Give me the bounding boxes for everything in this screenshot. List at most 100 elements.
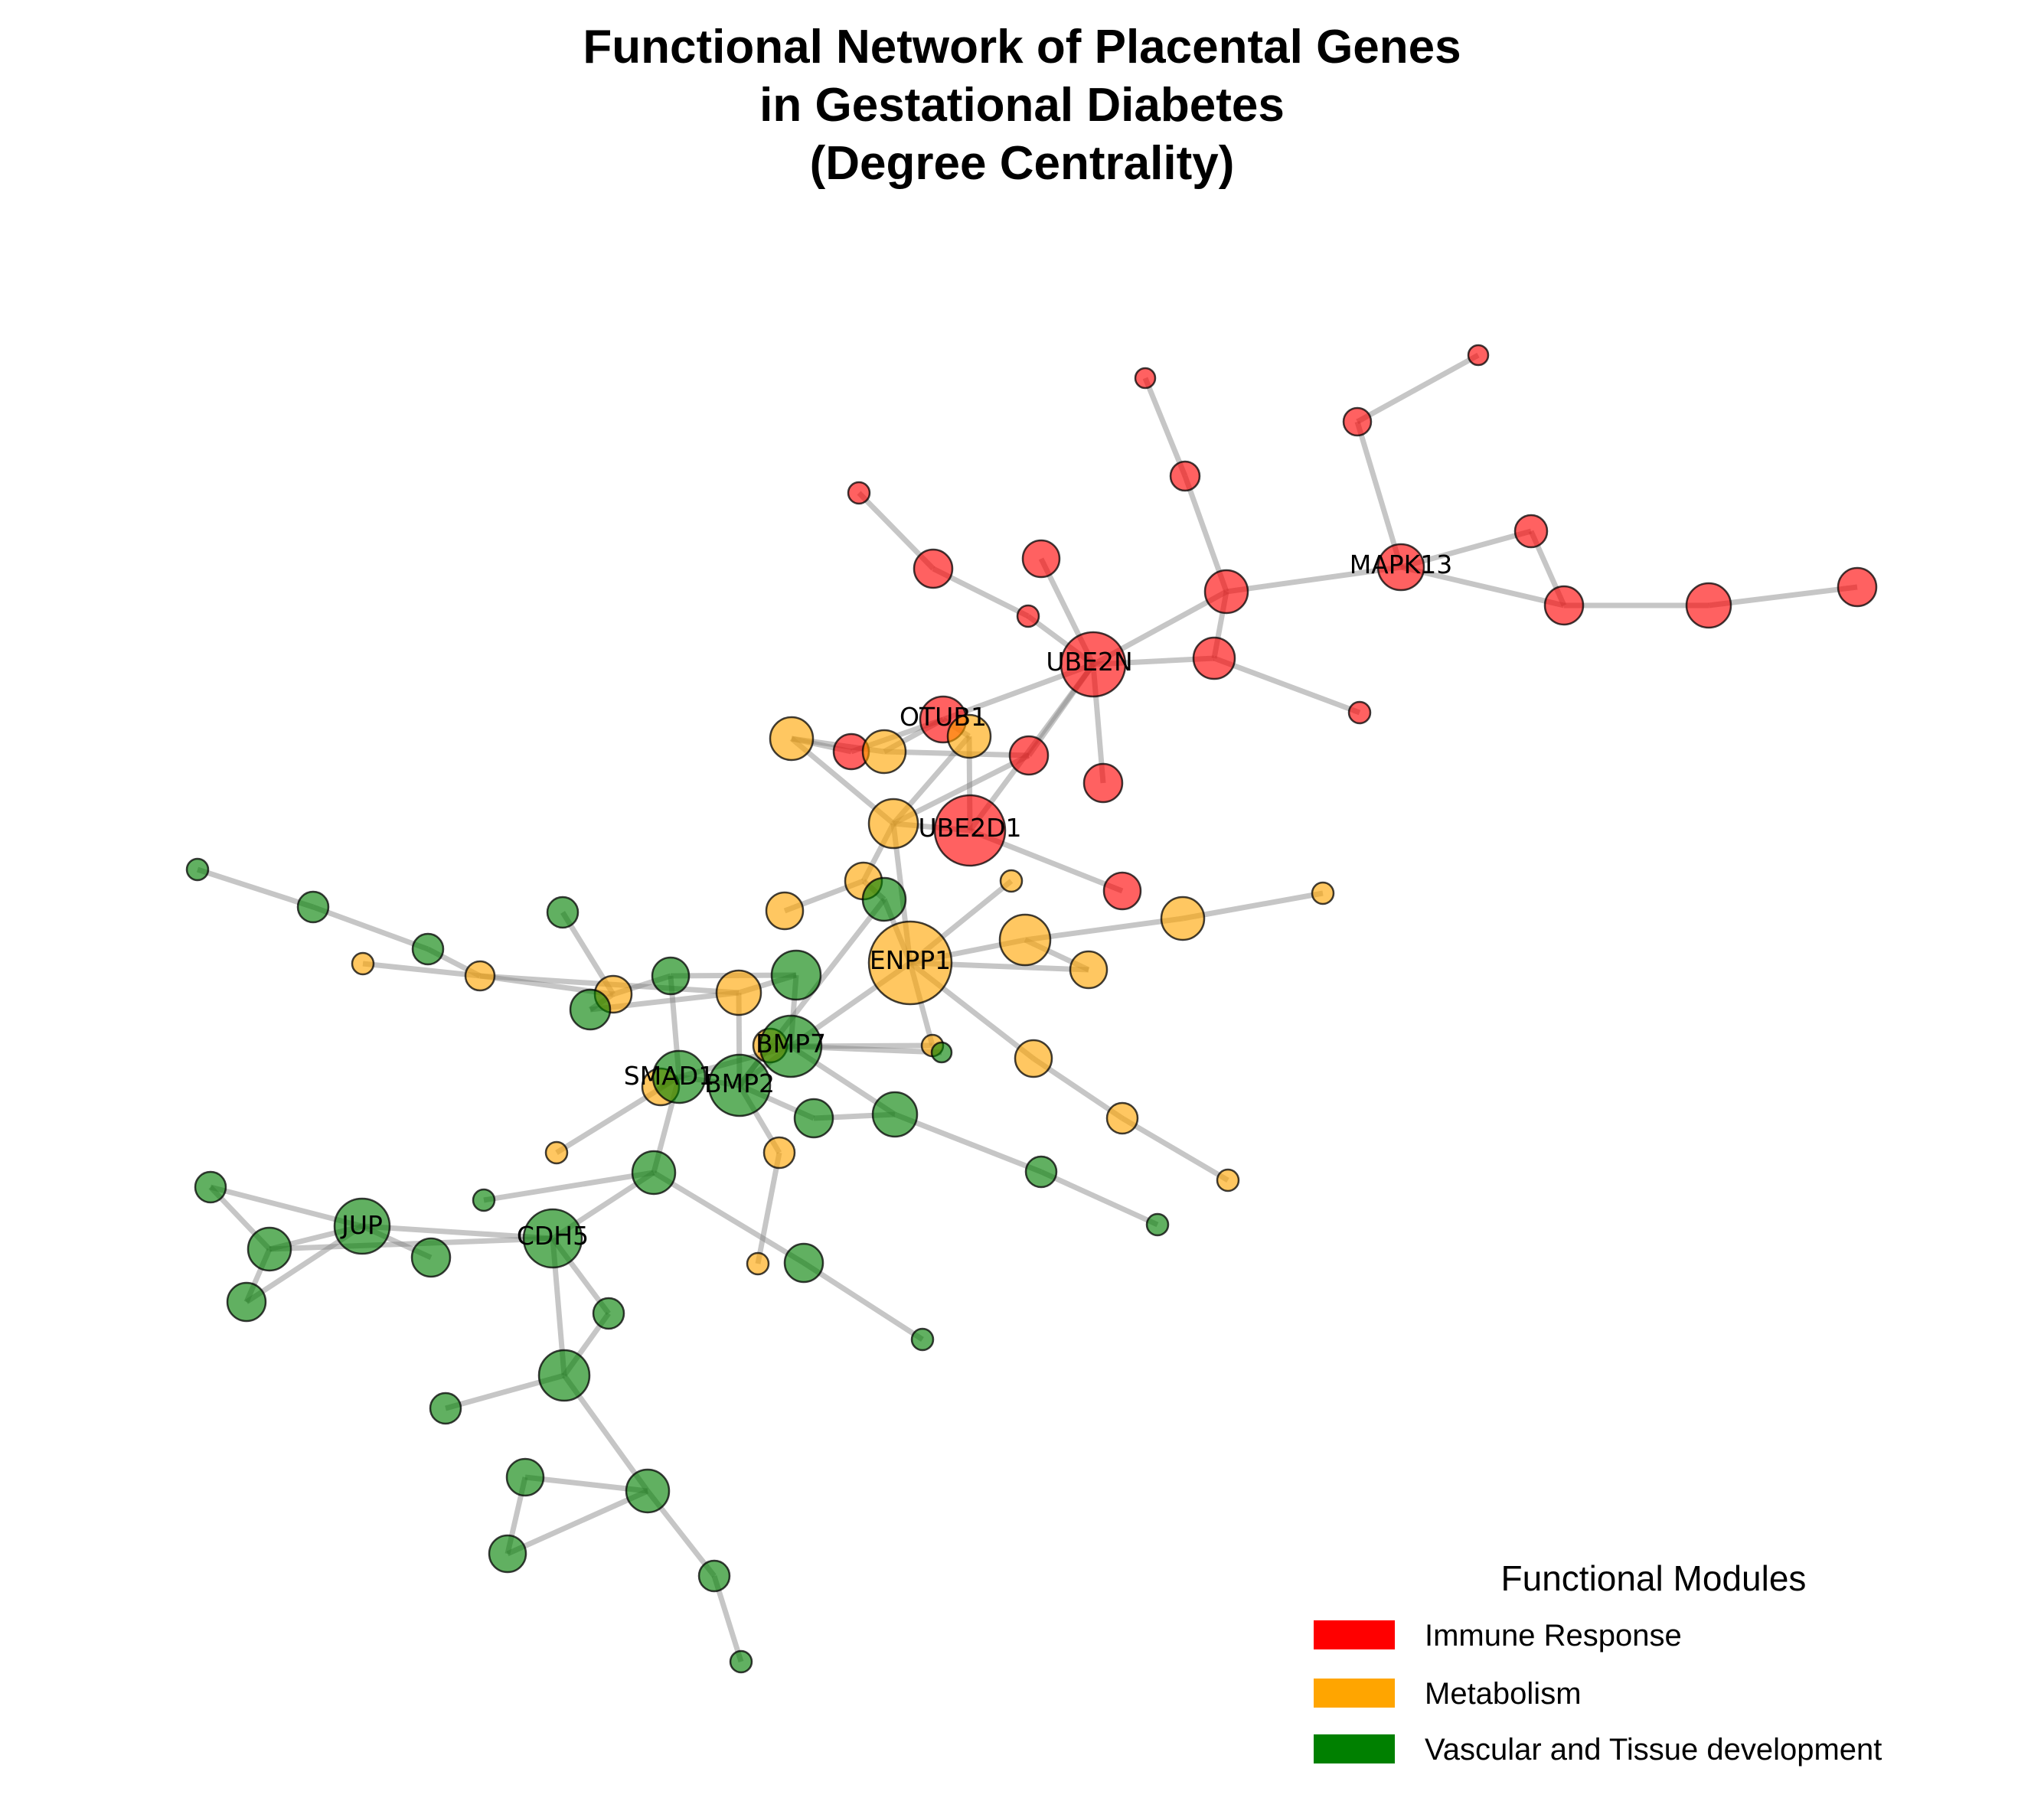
node-label-ube2d1: UBE2D1 bbox=[918, 813, 1021, 843]
legend-label-vascular: Vascular and Tissue development bbox=[1425, 1733, 1882, 1767]
node-g7 bbox=[296, 890, 330, 924]
edge-i9-i10 bbox=[1708, 584, 1858, 608]
edge-o10-o11 bbox=[1182, 890, 1324, 922]
node-o23 bbox=[544, 1140, 569, 1165]
node-i19 bbox=[1102, 871, 1142, 911]
node-i5 bbox=[1342, 406, 1373, 437]
node-ube2n bbox=[1060, 631, 1127, 698]
node-g1 bbox=[861, 876, 907, 922]
node-smad1 bbox=[651, 1049, 707, 1104]
edge-g19-cdh5 bbox=[269, 1235, 553, 1252]
node-i2 bbox=[1169, 460, 1201, 492]
edge-g11-g12 bbox=[1040, 1169, 1159, 1228]
legend-item-metabolism: Metabolism bbox=[1314, 1677, 1582, 1711]
legend-item-immune: Immune Response bbox=[1314, 1619, 1682, 1653]
node-enpp1 bbox=[867, 920, 953, 1006]
node-o2 bbox=[861, 729, 907, 775]
node-o16 bbox=[715, 969, 762, 1016]
node-g28 bbox=[697, 1559, 731, 1593]
node-jup bbox=[333, 1197, 391, 1255]
node-g20 bbox=[226, 1281, 267, 1323]
node-bmp7 bbox=[759, 1014, 823, 1078]
node-g15 bbox=[472, 1188, 496, 1212]
node-i18 bbox=[1082, 762, 1124, 804]
node-bmp2 bbox=[707, 1053, 772, 1117]
node-g19 bbox=[247, 1226, 292, 1272]
node-g25 bbox=[505, 1457, 545, 1497]
node-o13 bbox=[1105, 1101, 1139, 1135]
node-g21 bbox=[410, 1237, 452, 1278]
node-o8 bbox=[998, 913, 1052, 967]
node-i10 bbox=[1837, 566, 1878, 608]
edge-o20-o21 bbox=[755, 1152, 782, 1264]
node-o4 bbox=[867, 798, 919, 850]
node-cdh5 bbox=[522, 1208, 583, 1269]
node-ube2d1 bbox=[933, 794, 1007, 867]
node-o3 bbox=[946, 713, 992, 759]
node-i14 bbox=[1016, 604, 1040, 628]
edge-g7-g8 bbox=[312, 904, 429, 952]
node-label-otub1: OTUB1 bbox=[900, 702, 987, 732]
node-label-enpp1: ENPP1 bbox=[870, 945, 951, 975]
edge-g16-g17 bbox=[802, 1261, 924, 1342]
legend-swatch-immune bbox=[1314, 1620, 1395, 1649]
node-o20 bbox=[762, 1136, 796, 1170]
node-g29 bbox=[729, 1649, 753, 1674]
node-i9 bbox=[1685, 582, 1732, 629]
node-o11 bbox=[1311, 881, 1335, 905]
edge-g6-g7 bbox=[196, 866, 315, 910]
edge-o13-o14 bbox=[1121, 1115, 1229, 1183]
node-o21 bbox=[746, 1251, 770, 1276]
node-g18 bbox=[194, 1170, 227, 1204]
node-o6 bbox=[765, 891, 805, 931]
node-o10 bbox=[1160, 896, 1206, 941]
edge-mapk13-i8 bbox=[1400, 564, 1565, 608]
node-g9 bbox=[793, 1098, 834, 1139]
node-o7 bbox=[999, 869, 1024, 893]
node-i17 bbox=[1008, 735, 1050, 776]
edge-jup-cdh5 bbox=[361, 1223, 553, 1241]
node-g14 bbox=[631, 1150, 677, 1196]
node-o19 bbox=[351, 951, 375, 976]
node-label-mapk13: MAPK13 bbox=[1350, 550, 1453, 579]
node-label-bmp7: BMP7 bbox=[756, 1029, 826, 1059]
edge-mapk13-i5 bbox=[1354, 420, 1404, 569]
node-g17 bbox=[910, 1327, 935, 1352]
node-i6 bbox=[1467, 344, 1490, 367]
edge-g10-g11 bbox=[893, 1111, 1043, 1175]
node-g4 bbox=[569, 988, 612, 1031]
node-g10 bbox=[871, 1091, 919, 1138]
node-g13 bbox=[930, 1041, 953, 1064]
edge-i2-i1 bbox=[1142, 377, 1188, 478]
node-o12 bbox=[1014, 1039, 1053, 1078]
legend-swatch-metabolism bbox=[1314, 1679, 1395, 1708]
node-g5 bbox=[546, 896, 580, 929]
node-label-cdh5: CDH5 bbox=[517, 1221, 589, 1251]
node-o14 bbox=[1216, 1168, 1240, 1192]
node-g11 bbox=[1024, 1155, 1058, 1189]
node-g22 bbox=[592, 1297, 625, 1330]
node-i3 bbox=[1203, 569, 1249, 615]
node-o18 bbox=[464, 960, 496, 992]
node-i7 bbox=[1513, 514, 1549, 549]
node-i4 bbox=[1192, 636, 1236, 680]
node-i1 bbox=[1134, 367, 1157, 390]
node-i13 bbox=[1021, 539, 1061, 579]
edge-o18-o19 bbox=[362, 961, 481, 979]
edge-i3-mapk13 bbox=[1226, 564, 1402, 595]
node-i8 bbox=[1543, 585, 1585, 626]
legend-title: Functional Modules bbox=[1501, 1558, 1807, 1598]
node-label-smad1: SMAD1 bbox=[624, 1061, 714, 1091]
edge-g27-g26 bbox=[506, 1488, 649, 1557]
legend-swatch-vascular bbox=[1314, 1734, 1395, 1763]
node-g8 bbox=[411, 932, 445, 966]
node-g16 bbox=[783, 1242, 824, 1284]
node-g23 bbox=[537, 1349, 591, 1402]
node-g24 bbox=[429, 1391, 462, 1425]
node-g3 bbox=[651, 956, 691, 996]
node-o1 bbox=[769, 716, 815, 762]
node-g12 bbox=[1145, 1212, 1170, 1237]
network-nodes bbox=[185, 344, 1878, 1674]
title-line-2: in Gestational Diabetes bbox=[759, 79, 1285, 132]
